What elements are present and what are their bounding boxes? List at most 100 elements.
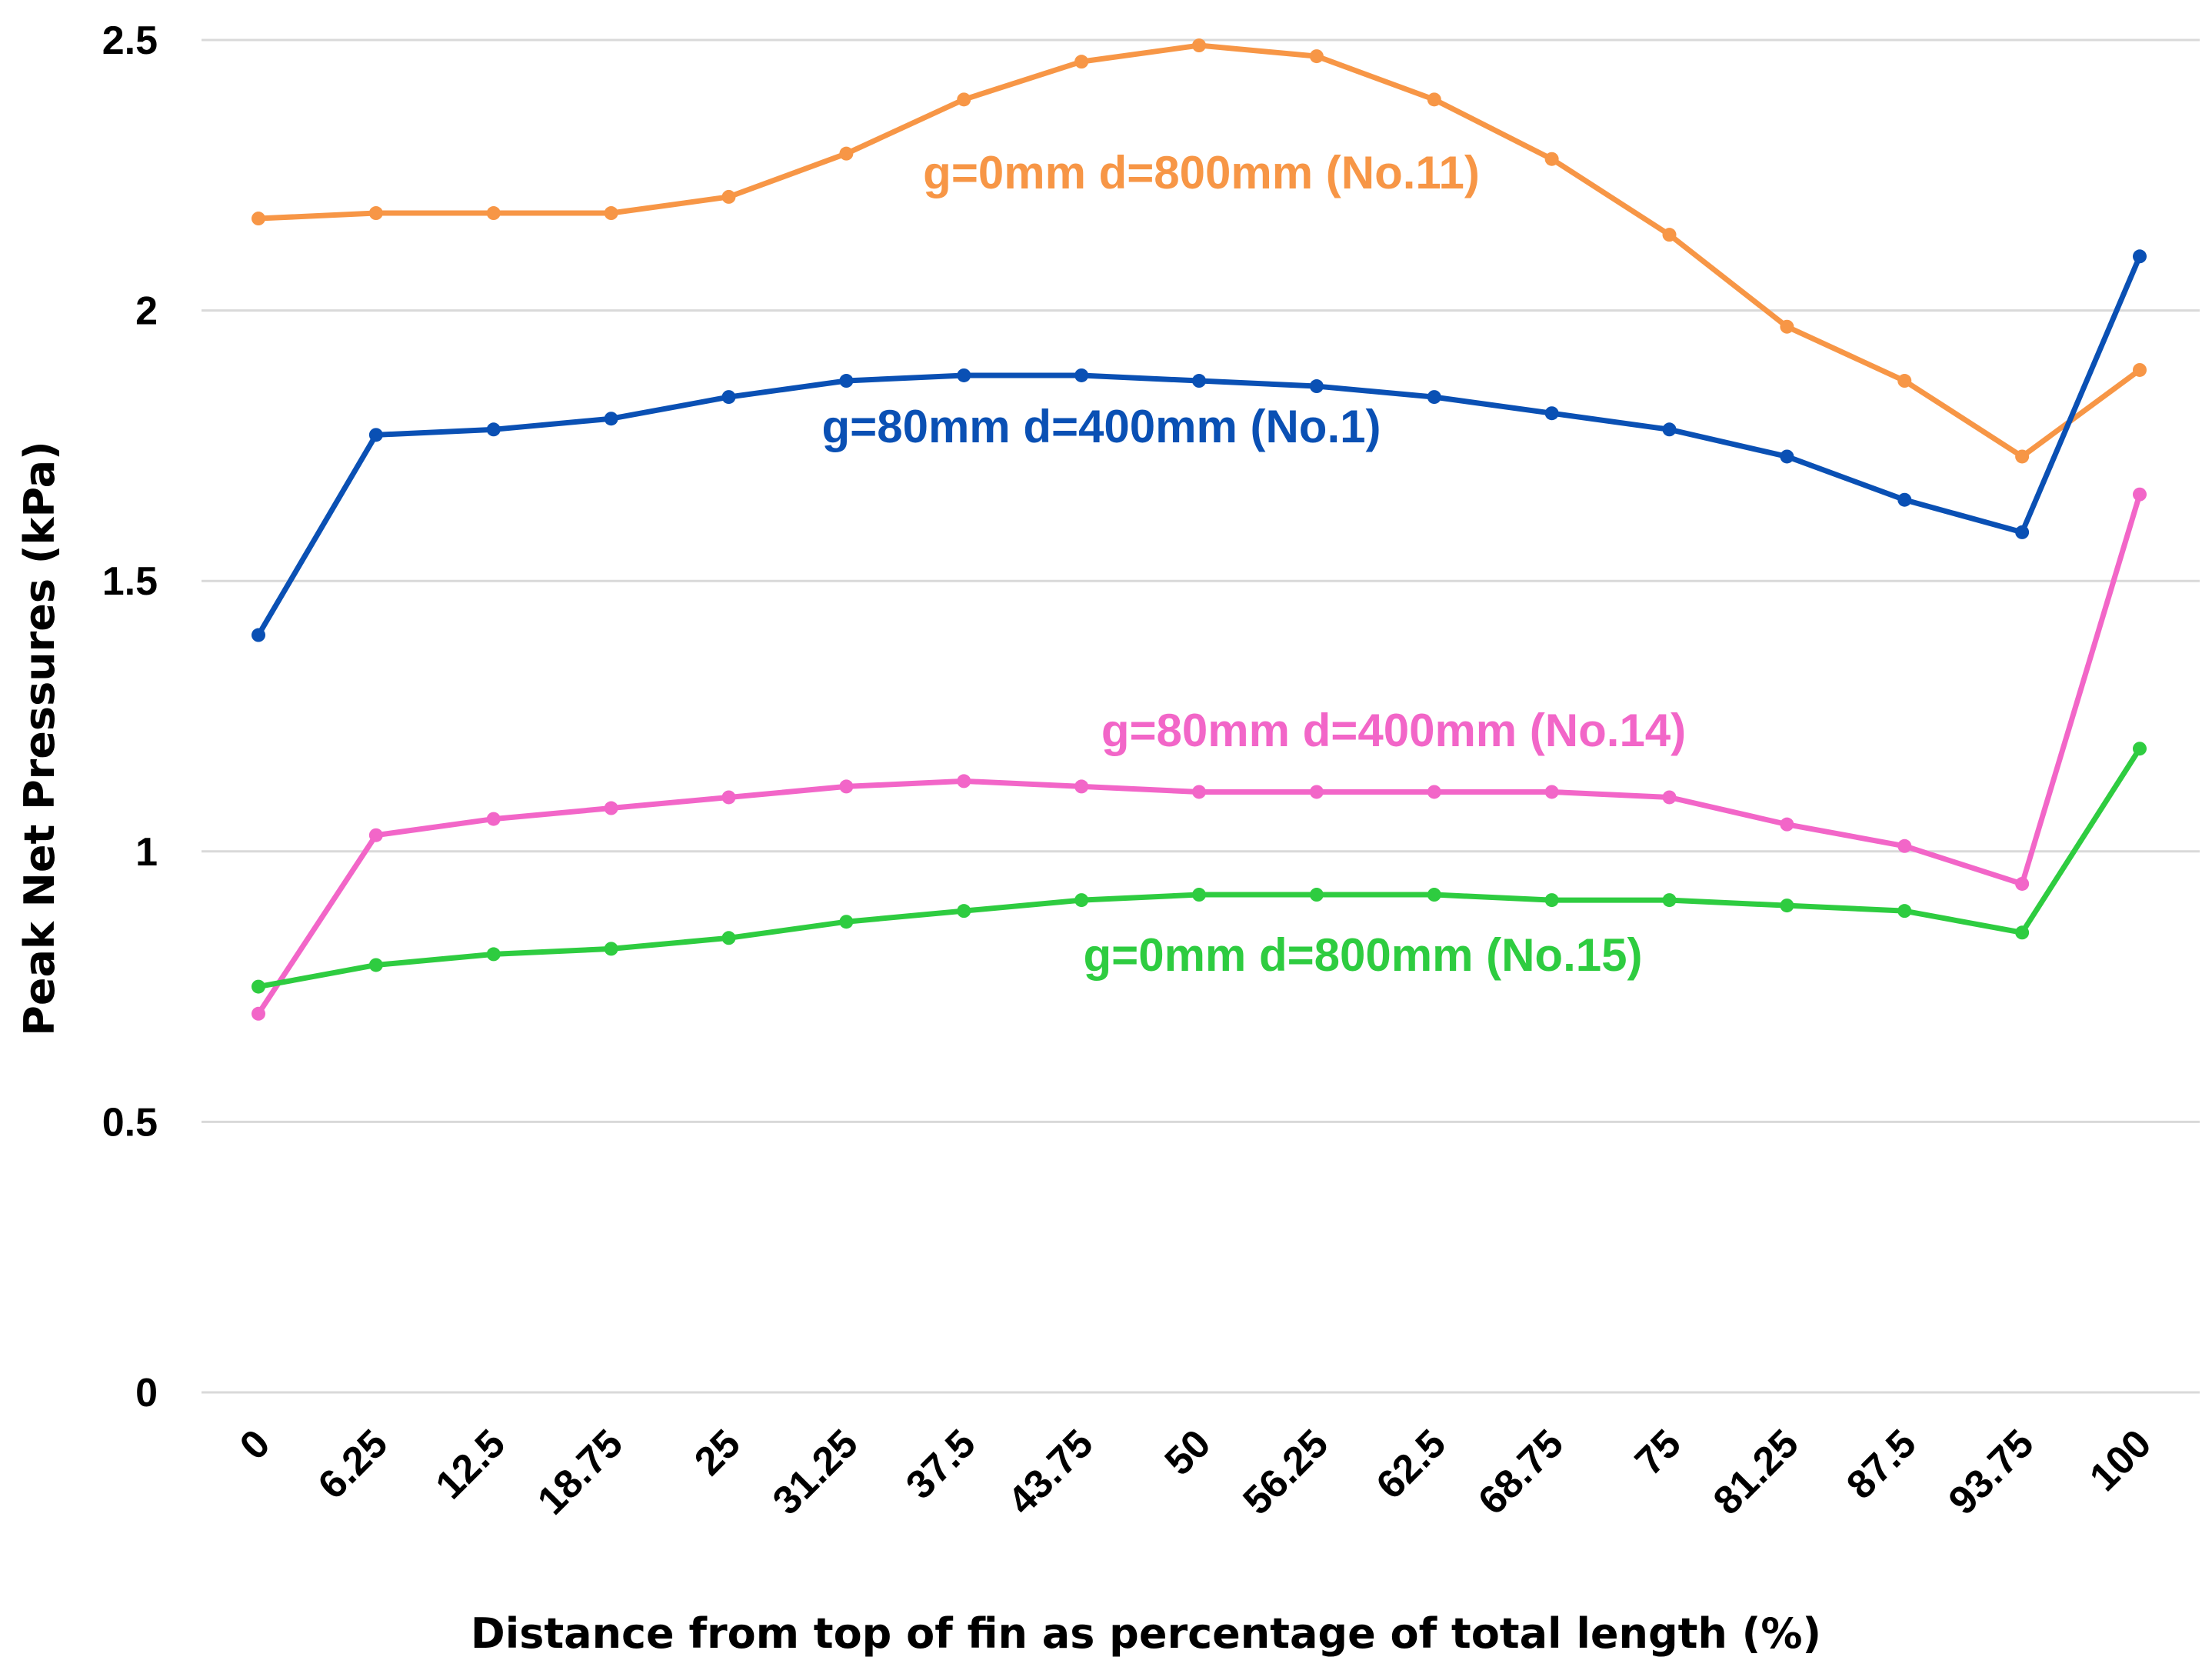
series-0 [252, 38, 2147, 464]
series-label: g=0mm d=800mm (No.15) [1084, 929, 1643, 981]
data-point [1780, 319, 1794, 334]
data-point [1192, 785, 1206, 799]
series-label: g=80mm d=400mm (No.14) [1101, 705, 1686, 756]
data-point [957, 774, 971, 788]
data-point [2015, 525, 2030, 539]
data-point [2015, 925, 2030, 940]
x-tick-label: 18.75 [529, 1421, 631, 1523]
data-point [1897, 838, 1912, 853]
y-axis-title: Peak Net Pressures (kPa) [15, 441, 64, 1035]
data-point [1192, 374, 1206, 388]
data-point [368, 428, 383, 442]
y-tick-label: 2 [135, 289, 158, 334]
data-point [1544, 406, 1559, 421]
data-point [1427, 888, 1441, 902]
series-3 [252, 742, 2147, 994]
x-axis-ticks: 0 6.25 12.5 18.75 25 31.25 37.5 43.75 50 56.25 62.… [232, 1421, 2160, 1523]
series-lines [252, 38, 2147, 1021]
data-point [957, 904, 971, 919]
data-point [721, 189, 736, 204]
data-point [368, 828, 383, 842]
data-point [1074, 893, 1089, 908]
y-tick-label: 1 [135, 830, 158, 875]
y-tick-label: 1.5 [102, 559, 158, 604]
series-2 [252, 487, 2147, 1021]
x-tick-label: 56.25 [1234, 1421, 1337, 1523]
x-tick-label: 25 [686, 1421, 749, 1484]
data-point [957, 92, 971, 107]
data-point [1309, 888, 1324, 902]
data-point [1897, 374, 1912, 388]
data-point [604, 942, 618, 956]
series-line [255, 42, 2143, 459]
data-point [839, 146, 854, 161]
series-label: g=0mm d=800mm (No.11) [923, 147, 1480, 198]
data-point [1074, 55, 1089, 69]
data-point [1309, 785, 1324, 799]
x-tick-label: 81.25 [1705, 1421, 1807, 1523]
data-point [2015, 449, 2030, 464]
data-point [839, 779, 854, 794]
data-point [1780, 449, 1794, 464]
data-point [1192, 888, 1206, 902]
data-point [368, 206, 383, 221]
data-point [368, 958, 383, 972]
x-tick-label: 68.75 [1470, 1421, 1572, 1523]
x-tick-label: 12.5 [428, 1421, 515, 1508]
x-tick-label: 93.75 [1940, 1421, 2043, 1523]
data-point [486, 947, 501, 962]
data-point [1192, 38, 1206, 53]
data-point [1427, 92, 1441, 107]
data-point [1662, 893, 1677, 908]
data-point [957, 368, 971, 382]
data-point [1544, 152, 1559, 166]
data-point [252, 628, 265, 642]
y-tick-label: 2.5 [102, 18, 158, 63]
data-point [1427, 785, 1441, 799]
data-point [252, 979, 265, 994]
data-point [604, 206, 618, 221]
series-1 [252, 249, 2147, 642]
data-point [721, 931, 736, 945]
data-point [1780, 899, 1794, 913]
data-point [1074, 368, 1089, 382]
x-tick-label: 43.75 [1000, 1421, 1102, 1523]
data-point [1662, 228, 1677, 242]
y-tick-label: 0.5 [102, 1100, 158, 1145]
data-point [486, 206, 501, 221]
x-tick-label: 31.25 [765, 1421, 867, 1523]
data-point [2133, 249, 2147, 264]
data-point [2133, 487, 2147, 502]
data-point [1544, 893, 1559, 908]
data-point [604, 801, 618, 815]
data-point [1309, 379, 1324, 394]
data-point [1544, 785, 1559, 799]
data-point [486, 812, 501, 826]
data-point [1662, 790, 1677, 805]
data-point [1897, 492, 1912, 507]
x-tick-label: 0 [232, 1421, 278, 1468]
x-tick-label: 100 [2081, 1421, 2160, 1499]
data-point [1427, 390, 1441, 405]
y-axis-ticks: 0 0.5 1 1.5 2 2.5 [102, 18, 158, 1415]
data-point [1309, 49, 1324, 64]
data-point [2015, 876, 2030, 891]
x-axis-title: Distance from top of fin as percentage o… [471, 1609, 1821, 1658]
data-point [1074, 779, 1089, 794]
x-tick-label: 62.5 [1368, 1421, 1455, 1508]
data-point [486, 422, 501, 437]
data-point [1780, 817, 1794, 832]
x-tick-label: 37.5 [898, 1421, 984, 1508]
data-point [604, 412, 618, 426]
data-point [2133, 742, 2147, 756]
y-tick-label: 0 [135, 1371, 158, 1415]
data-point [721, 390, 736, 405]
x-tick-label: 6.25 [310, 1421, 397, 1508]
series-label: g=80mm d=400mm (No.1) [822, 401, 1381, 452]
x-tick-label: 87.5 [1838, 1421, 1925, 1508]
data-point [721, 790, 736, 805]
data-point [252, 1006, 265, 1021]
data-point [839, 374, 854, 388]
data-point [2133, 362, 2147, 377]
